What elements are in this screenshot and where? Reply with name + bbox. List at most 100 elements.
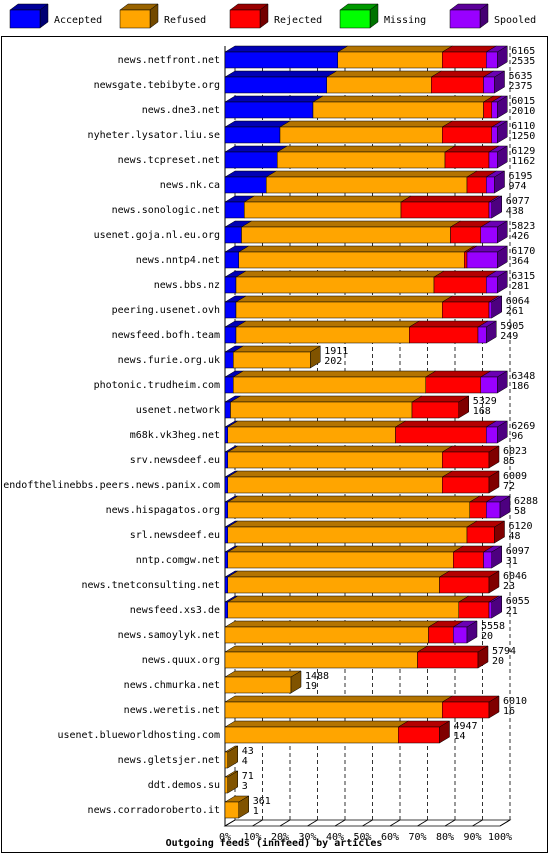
legend-swatch xyxy=(229,9,261,29)
y-tick-label: news.dne3.net xyxy=(142,105,220,116)
bar-segment xyxy=(483,101,492,119)
total-label: 5558 xyxy=(481,621,505,632)
bar-side xyxy=(497,120,508,144)
y-tick-label: news.furie.org.uk xyxy=(118,355,220,366)
accepted-label: 14 xyxy=(454,731,466,742)
bar-segment xyxy=(224,501,228,519)
tick-mark xyxy=(252,819,263,827)
bar-segment xyxy=(224,426,228,444)
total-label: 6009 xyxy=(503,471,527,482)
legend-label: Rejected xyxy=(274,15,322,26)
tick-mark xyxy=(389,819,401,827)
accepted-label: 438 xyxy=(506,206,524,217)
bar-segment xyxy=(224,551,228,569)
total-label: 1911 xyxy=(324,346,348,357)
bar-top xyxy=(226,495,481,503)
legend-swatch xyxy=(9,9,41,29)
tick-mark xyxy=(334,819,346,827)
bar-segment xyxy=(442,51,487,69)
total-label: 5329 xyxy=(473,396,497,407)
bar-segment xyxy=(224,451,228,469)
bar-segment xyxy=(312,101,484,119)
bar-segment xyxy=(483,76,495,94)
x-tick-label: 80% xyxy=(436,832,454,843)
tick-mark xyxy=(499,819,511,827)
bar-top xyxy=(325,70,443,78)
total-label: 5905 xyxy=(500,321,524,332)
bar-top xyxy=(226,520,478,528)
bar-segment xyxy=(442,701,490,719)
bar-side xyxy=(497,95,508,119)
bar-side xyxy=(458,395,469,419)
bar-segment xyxy=(488,601,492,619)
bar-segment xyxy=(241,226,451,244)
y-tick-label: news.hispagatos.org xyxy=(106,505,220,516)
bar-segment xyxy=(442,126,492,144)
bar-top xyxy=(235,270,445,278)
legend-label: Accepted xyxy=(54,15,102,26)
accepted-label: 1 xyxy=(253,806,259,817)
bar-top xyxy=(237,245,476,253)
legend-swatch xyxy=(339,9,371,29)
y-tick-label: news.corradoroberto.it xyxy=(88,805,220,816)
bar-segment xyxy=(453,626,468,644)
x-tick-label: 100% xyxy=(488,832,512,843)
total-label: 5635 xyxy=(509,71,533,82)
bar-segment xyxy=(486,426,498,444)
bar-side xyxy=(466,620,478,644)
bar-top xyxy=(224,120,291,128)
accepted-label: 261 xyxy=(506,306,524,317)
bar-segment xyxy=(398,726,440,744)
bar-top xyxy=(226,570,451,578)
bar-segment xyxy=(235,326,410,344)
bar-segment xyxy=(480,376,498,394)
bar-top xyxy=(433,270,498,278)
x-axis-title: Outgoing feeds (innfeed) by articles xyxy=(166,837,383,849)
bar-segment xyxy=(433,276,487,294)
bar-segment xyxy=(224,301,237,319)
accepted-label: 202 xyxy=(324,356,342,367)
accepted-label: 20 xyxy=(481,631,493,642)
accepted-label: 2535 xyxy=(511,56,535,67)
bar-segment xyxy=(491,101,498,119)
bar-top xyxy=(279,120,454,128)
bar-top xyxy=(224,45,349,53)
x-tick-label: 40% xyxy=(326,832,344,843)
bar-segment xyxy=(227,451,443,469)
bar-segment xyxy=(466,251,498,269)
total-label: 6110 xyxy=(511,121,535,132)
bar-segment xyxy=(224,251,239,269)
bar-segment xyxy=(235,301,443,319)
total-label: 6010 xyxy=(503,696,527,707)
y-tick-label: news.gletsjer.net xyxy=(118,755,220,766)
bar-segment xyxy=(466,176,487,194)
bar-segment xyxy=(442,451,490,469)
total-label: 6195 xyxy=(509,171,533,182)
bar-segment xyxy=(227,526,468,544)
bar-side xyxy=(491,595,502,619)
bar-top xyxy=(224,720,410,728)
bar-side xyxy=(497,145,508,169)
bar-top xyxy=(265,170,478,178)
bar-side xyxy=(497,420,508,444)
bar-top xyxy=(243,195,412,203)
bar-segment xyxy=(227,601,459,619)
bar-top xyxy=(408,320,489,328)
total-label: 6348 xyxy=(511,371,535,382)
bar-segment xyxy=(224,651,418,669)
bar-side xyxy=(494,70,505,94)
total-label: 6097 xyxy=(506,546,530,557)
bar-segment xyxy=(224,401,231,419)
y-tick-label: newsfeed.bofh.team xyxy=(112,330,220,341)
accepted-label: 1162 xyxy=(511,156,535,167)
x-tick-label: 70% xyxy=(408,832,426,843)
bar-segment xyxy=(224,526,228,544)
y-tick-label: news.quux.org xyxy=(142,655,220,666)
total-label: 361 xyxy=(253,796,271,807)
bar-segment xyxy=(235,276,435,294)
bar-top xyxy=(416,645,489,653)
bar-side xyxy=(238,795,249,819)
total-label: 6129 xyxy=(511,146,535,157)
total-label: 6269 xyxy=(511,421,535,432)
bar-segment xyxy=(417,651,479,669)
